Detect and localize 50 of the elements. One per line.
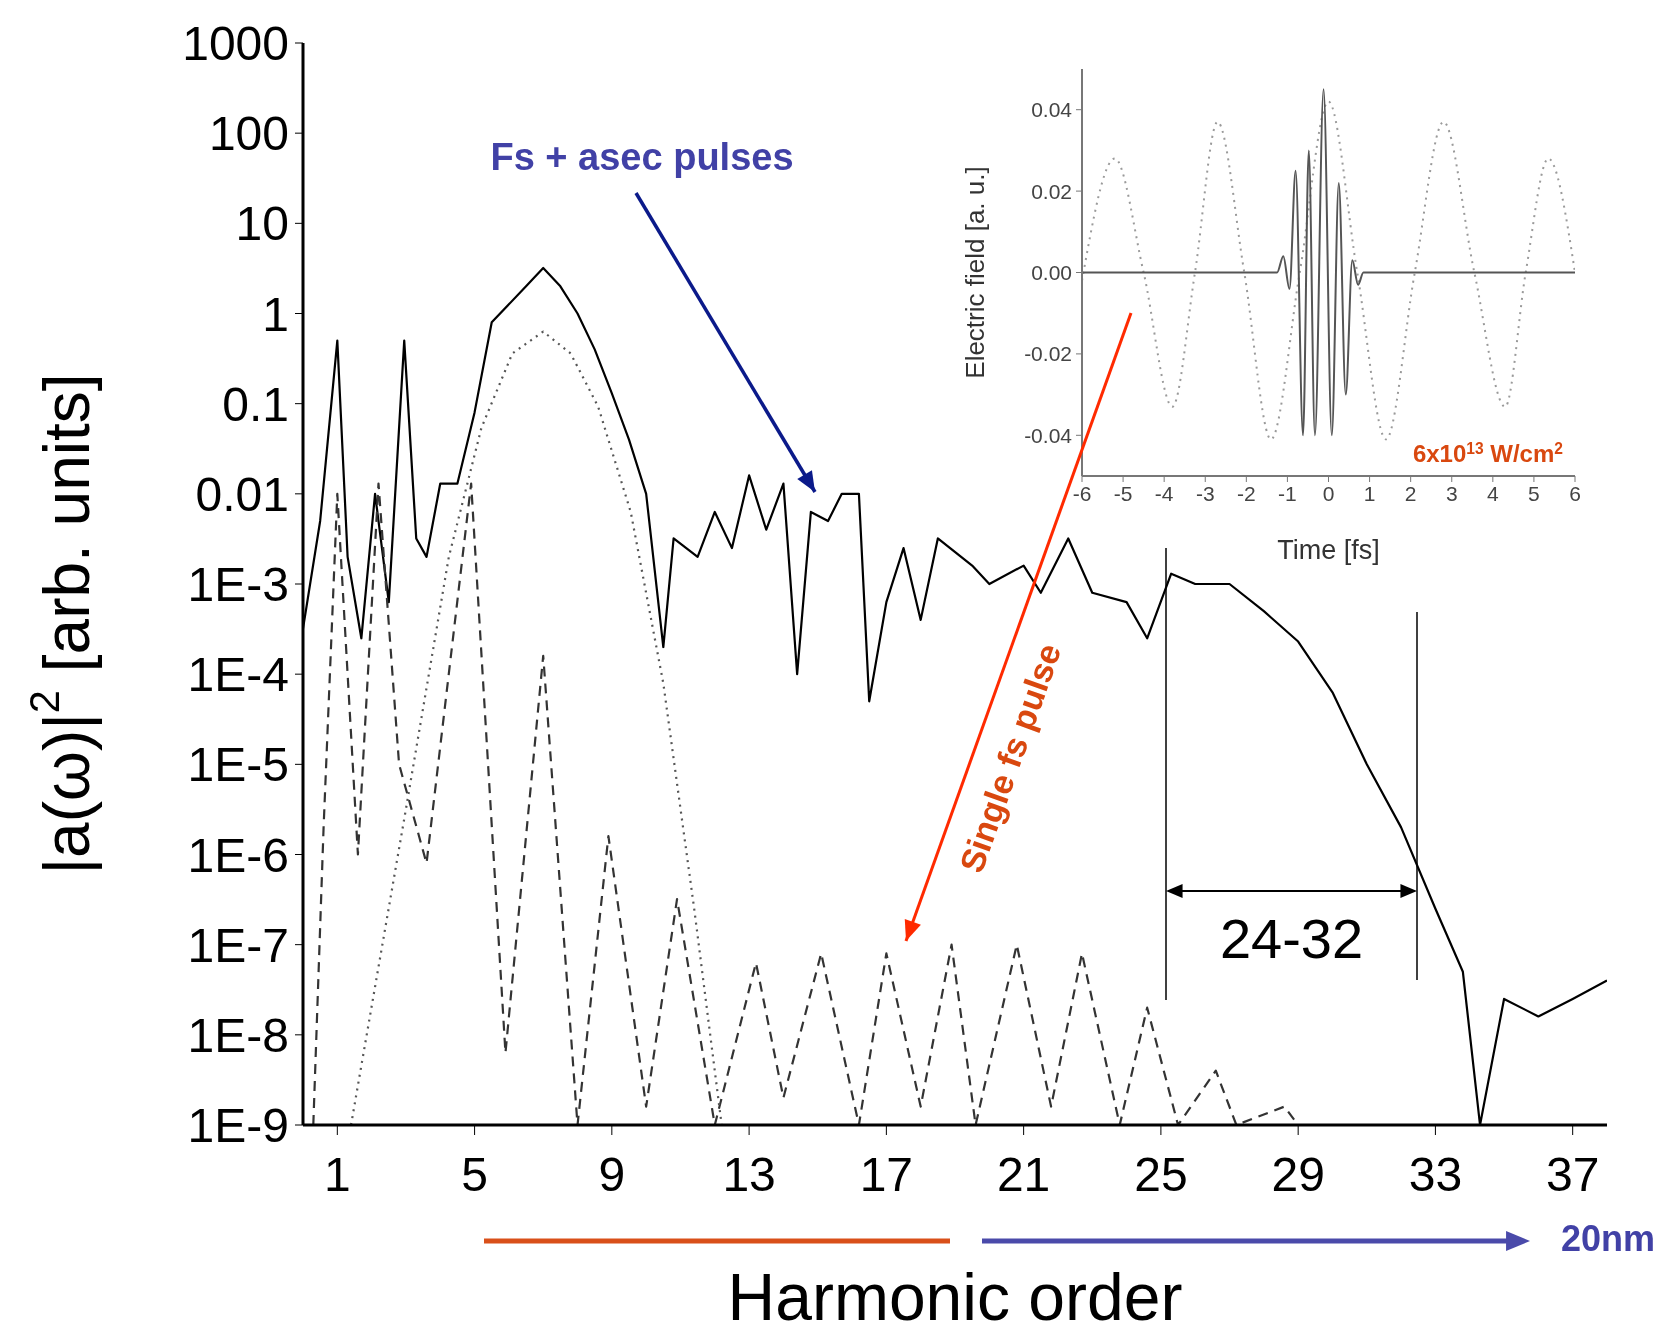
x-tick-label: 3 (1445, 481, 1458, 505)
x-tick-label: -6 (1072, 481, 1092, 505)
annotation: 6x10$^{13}$ W/cm$^{2}$ (1412, 439, 1564, 467)
x-axis-title: Harmonic order (727, 1260, 1183, 1335)
x-tick-label: -3 (1195, 481, 1215, 505)
y-tick-label: 100 (208, 107, 289, 161)
y-tick-label: 0.04 (1031, 98, 1073, 122)
x-tick-label: -2 (1236, 481, 1256, 505)
y-tick-label: 1000 (182, 17, 289, 71)
x-tick-label: 33 (1408, 1148, 1463, 1202)
x-tick-label: 21 (996, 1148, 1051, 1202)
y-tick-label: 1E-9 (187, 1099, 289, 1153)
x-tick-label: 5 (461, 1148, 488, 1202)
x-axis-title: Time [fs] (1277, 535, 1380, 566)
x-tick-label: 37 (1545, 1148, 1600, 1202)
y-tick-label: 10 (235, 197, 289, 251)
y-tick-label: 1E-6 (187, 828, 289, 882)
x-tick-label: 9 (598, 1148, 626, 1202)
x-tick-label: -4 (1154, 481, 1174, 505)
x-tick-label: 5 (1528, 481, 1540, 505)
x-tick-label: 6 (1569, 481, 1581, 505)
y-tick-label: 1E-4 (187, 648, 289, 702)
y-tick-label: 1E-7 (187, 918, 289, 972)
y-tick-label: 0.00 (1031, 260, 1072, 284)
x-tick-label: 25 (1134, 1148, 1188, 1202)
y-tick-label: 1E-5 (187, 738, 289, 792)
annotation: 24-32 (1219, 906, 1364, 970)
y-tick-label: -0.02 (1024, 342, 1072, 366)
x-tick-label: 2 (1404, 481, 1417, 505)
x-tick-label: 4 (1486, 481, 1499, 505)
annotation: Fs + asec pulses (490, 136, 794, 179)
x-tick-label: 1 (323, 1148, 351, 1202)
x-tick-label: 0 (1322, 481, 1335, 505)
y-tick-label: 0.1 (222, 377, 289, 431)
y-tick-label: 1E-8 (187, 1008, 289, 1062)
x-tick-label: 17 (859, 1148, 914, 1202)
y-tick-label: -0.04 (1024, 423, 1073, 447)
y-tick-label: 1 (262, 287, 289, 341)
annotation: Single fs pulse (952, 638, 1069, 878)
x-tick-label: 13 (722, 1148, 776, 1202)
y-axis-title: Electric field [a. u.] (959, 166, 990, 379)
x-tick-label: 1 (1363, 481, 1376, 505)
text: 20nm (1561, 1217, 1656, 1259)
y-tick-label: 1E-3 (187, 558, 289, 612)
y-tick-label: 0.02 (1031, 179, 1072, 203)
x-tick-label: -5 (1113, 481, 1133, 505)
line-series (349, 330, 723, 1125)
y-tick-label: 0.01 (195, 467, 289, 521)
x-tick-label: 29 (1271, 1148, 1325, 1202)
x-tick-label: -1 (1278, 481, 1297, 505)
